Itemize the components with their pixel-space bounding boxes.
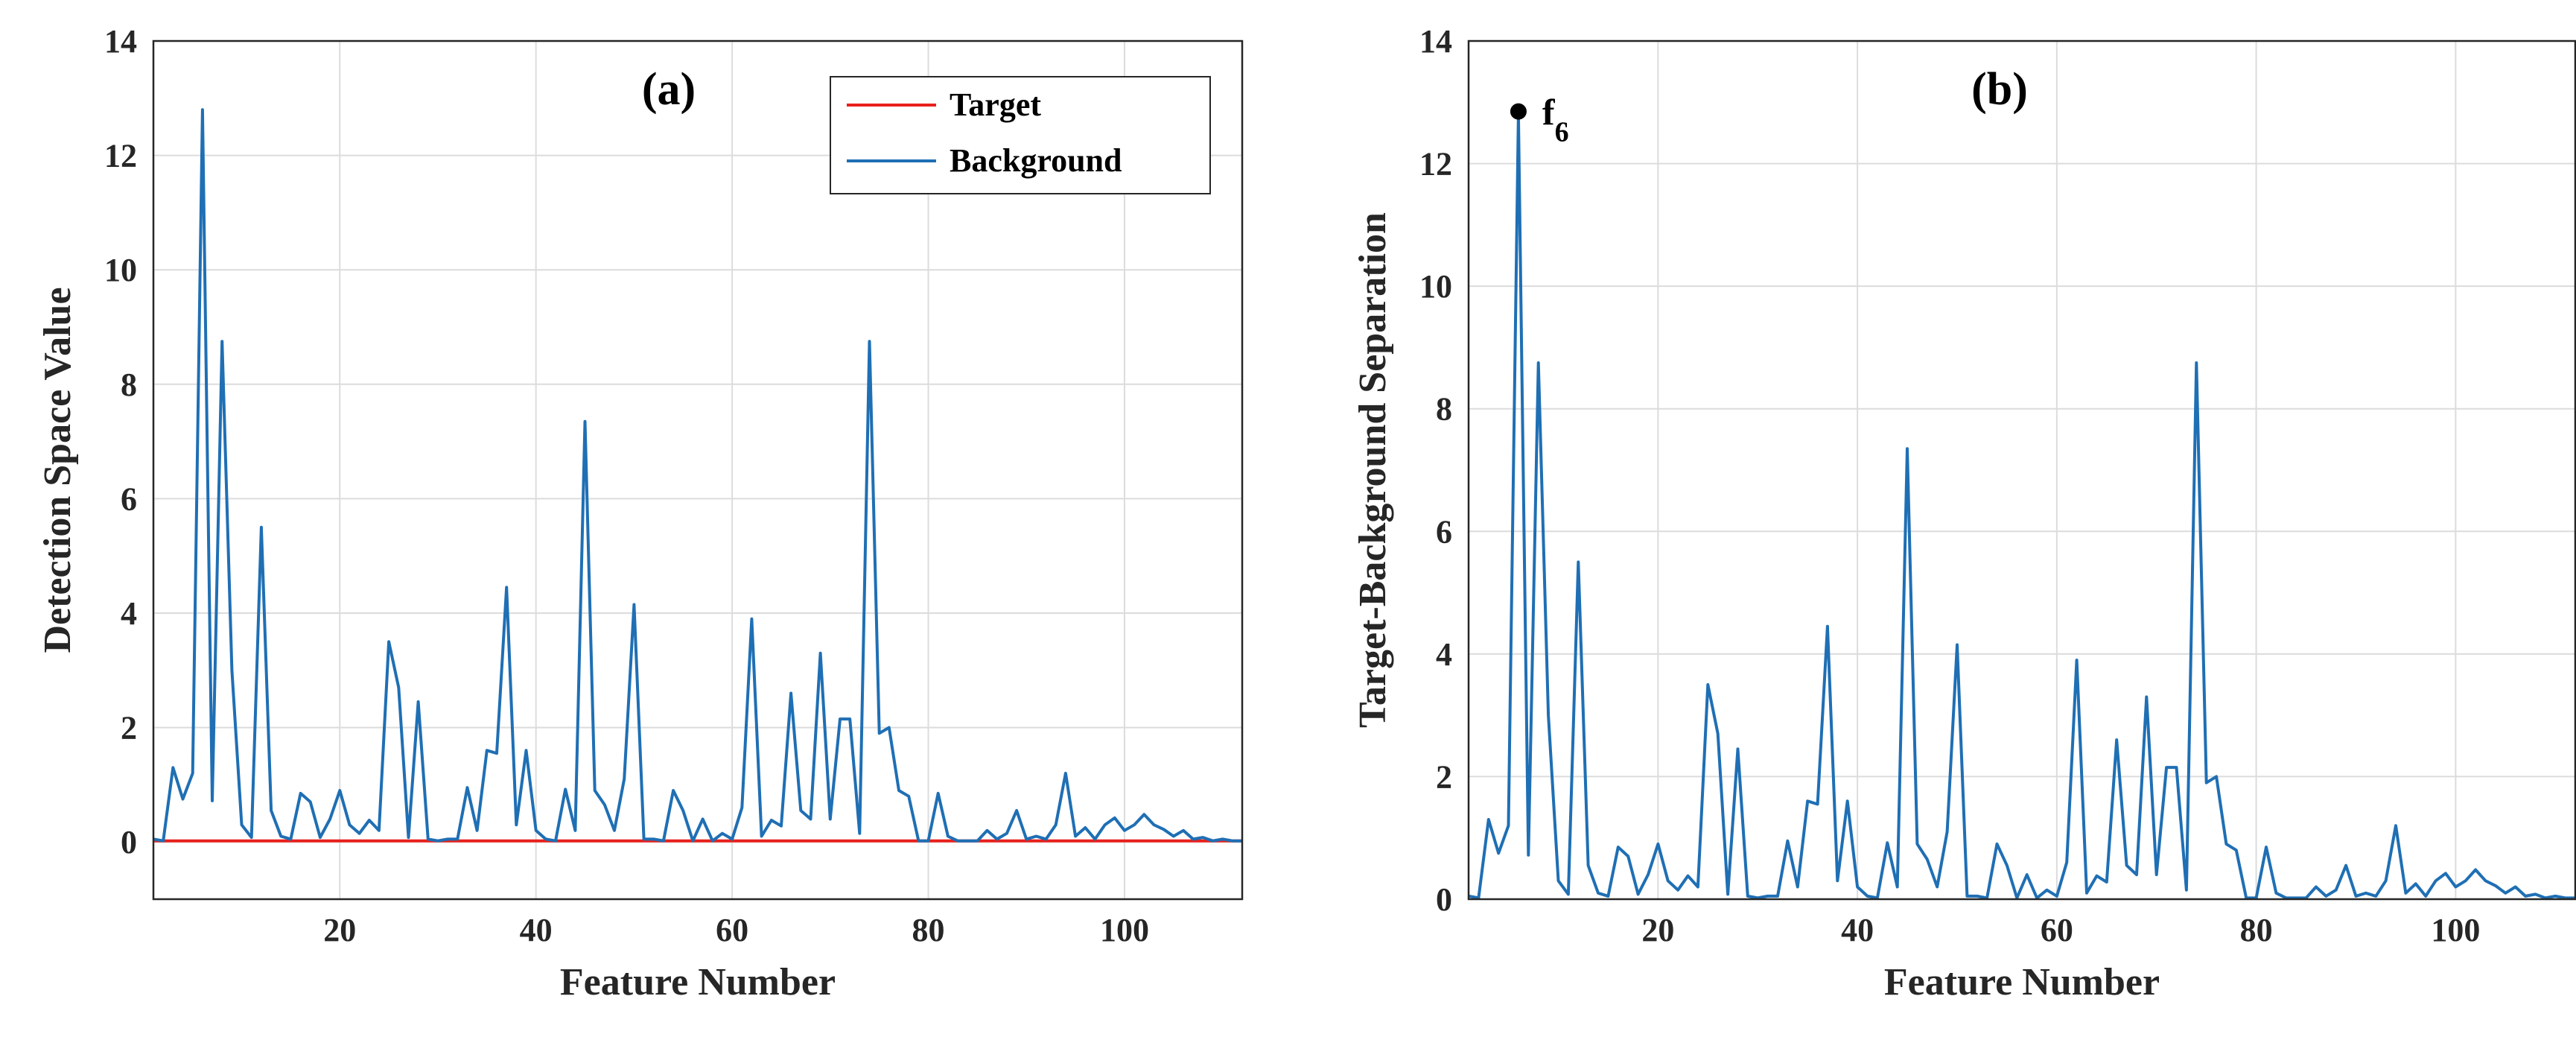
panel-a-background-line [153, 108, 1242, 843]
x-tick-label-80: 80 [2240, 912, 2273, 948]
x-tick-label-40: 40 [1841, 912, 1874, 948]
panel-a-chart: 20 40 60 80 100 0 2 4 6 8 10 12 14 (a) Feature Numb… [36, 23, 1244, 1003]
panel-b-y-tick-labels: 0 2 4 6 8 10 12 14 [1419, 23, 1452, 918]
x-tick-label-100: 100 [2431, 912, 2480, 948]
y-tick-label-0: 0 [121, 824, 137, 860]
panel-b-axes-frame [1467, 39, 2576, 901]
y-tick-label-12: 12 [1419, 146, 1452, 183]
panel-b-gridlines [1469, 40, 2575, 900]
y-tick-label-14: 14 [1419, 23, 1452, 60]
legend-label-target: Target [950, 86, 1041, 123]
panel-b-label: (b) [1971, 64, 2028, 115]
panel-a-y-tick-labels: 0 2 4 6 8 10 12 14 [104, 23, 137, 860]
x-tick-label-60: 60 [2041, 912, 2073, 948]
x-tick-label-40: 40 [520, 912, 553, 948]
y-tick-label-10: 10 [104, 252, 137, 288]
panel-a-axes-frame [152, 39, 1244, 901]
x-tick-label-20: 20 [323, 912, 356, 948]
legend-label-background: Background [950, 142, 1122, 179]
x-tick-label-100: 100 [1100, 912, 1149, 948]
panel-b-series [1468, 112, 2575, 900]
panel-a-x-axis-label: Feature Number [560, 961, 836, 1003]
panel-b-y-axis-label: Target-Background Separation [1352, 212, 1394, 728]
y-tick-label-2: 2 [121, 710, 137, 746]
peak-marker-dot [1510, 103, 1527, 120]
y-tick-label-8: 8 [121, 367, 137, 403]
y-tick-label-10: 10 [1419, 268, 1452, 305]
panel-b-chart: 20 40 60 80 100 0 2 4 6 8 10 12 14 (b) Feature Numb… [1352, 23, 2576, 1003]
panel-a-legend: Target Background [830, 76, 1211, 194]
panel-a-x-tick-labels: 20 40 60 80 100 [323, 912, 1149, 948]
y-tick-label-6: 6 [121, 481, 137, 517]
peak-annotation-label: f6 [1542, 92, 1569, 148]
x-tick-label-80: 80 [912, 912, 945, 948]
peak-annotation-subscript: 6 [1555, 117, 1569, 148]
y-tick-label-8: 8 [1436, 391, 1452, 428]
x-tick-label-60: 60 [716, 912, 748, 948]
y-tick-label-2: 2 [1436, 758, 1452, 795]
y-tick-label-0: 0 [1436, 881, 1452, 918]
panel-b-separation-line [1468, 112, 2575, 900]
panel-a-label: (a) [642, 64, 696, 115]
y-tick-label-6: 6 [1436, 513, 1452, 550]
peak-annotation: f6 [1510, 92, 1569, 148]
panel-a-legend-box [830, 76, 1211, 194]
y-tick-label-14: 14 [104, 23, 137, 60]
y-tick-label-12: 12 [104, 138, 137, 174]
y-tick-label-4: 4 [1436, 636, 1452, 673]
y-tick-label-4: 4 [121, 595, 137, 632]
peak-annotation-letter: f [1542, 92, 1556, 133]
x-tick-label-20: 20 [1641, 912, 1674, 948]
panel-a-series [153, 108, 1242, 843]
panel-a-y-axis-label: Detection Space Value [36, 287, 79, 653]
panel-b-x-tick-labels: 20 40 60 80 100 [1641, 912, 2480, 948]
panel-b-x-axis-label: Feature Number [1884, 961, 2160, 1003]
